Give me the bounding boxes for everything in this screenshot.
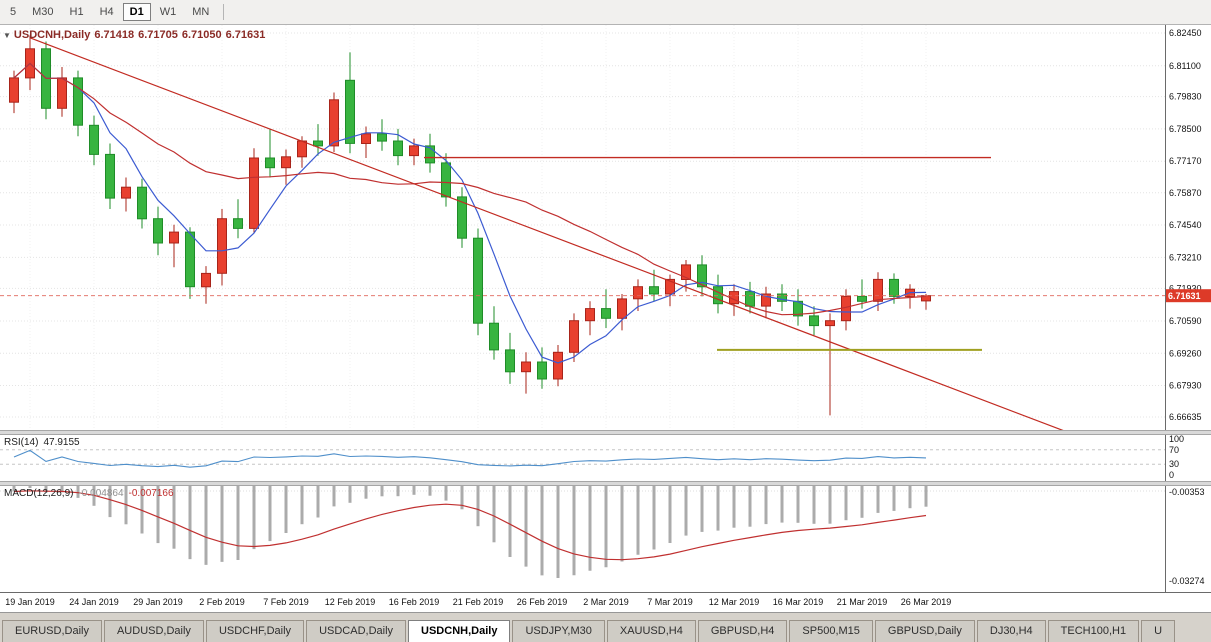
macd-panel: -0.00353 -0.03274 MACD(12,26,9) -0.004864-… — [0, 486, 1211, 592]
svg-text:6.67930: 6.67930 — [1169, 381, 1202, 391]
macd-name: MACD(12,26,9) — [4, 488, 74, 499]
timeframe-button-h1[interactable]: H1 — [69, 6, 84, 18]
macd-indicator-canvas[interactable]: -0.00353 -0.03274 — [0, 486, 1211, 592]
svg-text:6.75870: 6.75870 — [1169, 188, 1202, 198]
time-axis-label: 21 Mar 2019 — [836, 597, 888, 607]
rsi-name: RSI(14) — [4, 437, 39, 448]
rsi-value: 47.9155 — [43, 437, 80, 448]
svg-text:6.82450: 6.82450 — [1169, 28, 1202, 38]
symbol-tab-bar: EURUSD,Daily AUDUSD,Daily USDCHF,Daily USDC… — [0, 612, 1211, 642]
symbol-tab-audusd-daily[interactable]: AUDUSD,Daily — [103, 620, 204, 642]
chart-symbol-label: USDCNH,Daily — [13, 29, 91, 41]
chart-shift-marker-icon: ▼ — [3, 31, 11, 40]
symbol-tab-usdcad-daily[interactable]: USDCAD,Daily — [306, 620, 407, 642]
symbol-tab-u[interactable]: U — [1141, 620, 1176, 642]
time-axis-label: 12 Mar 2019 — [708, 597, 760, 607]
svg-text:6.77170: 6.77170 — [1169, 156, 1202, 166]
symbol-tab-xauusd-h4[interactable]: XAUUSD,H4 — [606, 620, 696, 642]
svg-text:6.70590: 6.70590 — [1169, 316, 1202, 326]
ohlc-open: 6.71418 — [94, 29, 135, 41]
timeframe-button-d1[interactable]: D1 — [122, 3, 151, 21]
main-chart-panel: 6.82450 6.81100 6.79830 6.78500 6.77170 6.758… — [0, 25, 1211, 430]
time-axis-label: 7 Mar 2019 — [647, 597, 693, 607]
time-axis-label: 16 Feb 2019 — [388, 597, 440, 607]
time-axis-label: 21 Feb 2019 — [452, 597, 504, 607]
symbol-tab-gbpusd-h4[interactable]: GBPUSD,H4 — [697, 620, 788, 642]
time-axis-label: 2 Mar 2019 — [583, 597, 629, 607]
toolbar-separator — [223, 4, 225, 20]
macd-signal-value: -0.007166 — [128, 488, 174, 499]
time-axis-label: 26 Mar 2019 — [900, 597, 952, 607]
svg-text:6.69260: 6.69260 — [1169, 348, 1202, 358]
time-axis-label: 12 Feb 2019 — [324, 597, 376, 607]
panel-splitter[interactable] — [0, 430, 1211, 435]
ohlc-high: 6.71705 — [138, 29, 178, 41]
symbol-tab-usdjpy-m30[interactable]: USDJPY,M30 — [512, 620, 605, 642]
rsi-label: RSI(14) 47.9155 — [4, 437, 85, 448]
symbol-tab-dj30-h4[interactable]: DJ30,H4 — [976, 620, 1046, 642]
macd-main-value: -0.004864 — [78, 488, 124, 499]
timeframe-button-mn[interactable]: MN — [192, 6, 210, 18]
timeframe-toolbar: 5 M30 H1 H4 D1 W1 MN — [0, 0, 1211, 25]
svg-text:6.66635: 6.66635 — [1169, 412, 1202, 422]
time-axis-label: 24 Jan 2019 — [69, 597, 119, 607]
svg-text:0: 0 — [1169, 470, 1174, 480]
svg-text:6.73210: 6.73210 — [1169, 252, 1202, 262]
symbol-tab-eurusd-daily[interactable]: EURUSD,Daily — [2, 620, 102, 642]
macd-label: MACD(12,26,9) -0.004864 -0.007166 — [4, 488, 179, 499]
panel-splitter[interactable] — [0, 481, 1211, 486]
time-axis-label: 7 Feb 2019 — [263, 597, 309, 607]
time-axis-label: 16 Mar 2019 — [772, 597, 824, 607]
rsi-panel: 100 70 30 0 RSI(14) 47.9155 — [0, 435, 1211, 481]
svg-text:6.81100: 6.81100 — [1169, 61, 1201, 71]
svg-text:30: 30 — [1169, 459, 1179, 469]
svg-text:6.71930: 6.71930 — [1169, 283, 1202, 293]
svg-text:100: 100 — [1169, 435, 1184, 444]
svg-text:-0.00353: -0.00353 — [1169, 487, 1205, 497]
time-axis-label: 2 Feb 2019 — [199, 597, 245, 607]
timeframe-button-m30[interactable]: M30 — [32, 6, 54, 18]
timeframe-button-5[interactable]: 5 — [10, 6, 17, 18]
ohlc-low: 6.71050 — [181, 29, 222, 41]
timeframe-button-h4[interactable]: H4 — [99, 6, 114, 18]
symbol-tab-tech100-h1[interactable]: TECH100,H1 — [1047, 620, 1140, 642]
chart-title: ▼ USDCNH,Daily 6.71418 6.71705 6.71050 6.7163… — [3, 29, 269, 41]
timeframe-button-w1[interactable]: W1 — [159, 6, 177, 18]
time-axis-label: 29 Jan 2019 — [133, 597, 183, 607]
svg-text:6.78500: 6.78500 — [1169, 124, 1202, 134]
price-chart-canvas[interactable]: 6.82450 6.81100 6.79830 6.78500 6.77170 6.758… — [0, 25, 1211, 430]
svg-text:6.79830: 6.79830 — [1169, 92, 1202, 102]
symbol-tab-usdchf-daily[interactable]: USDCHF,Daily — [205, 620, 305, 642]
svg-text:70: 70 — [1169, 445, 1179, 455]
time-axis-label: 19 Jan 2019 — [5, 597, 55, 607]
symbol-tab-sp500-m15[interactable]: SP500,M15 — [789, 620, 873, 642]
symbol-tab-usdcnh-daily[interactable]: USDCNH,Daily — [408, 620, 511, 642]
symbol-tab-gbpusd-daily[interactable]: GBPUSD,Daily — [874, 620, 975, 642]
time-axis[interactable]: 19 Jan 2019 24 Jan 2019 29 Jan 2019 2 Feb 2… — [0, 592, 1211, 612]
svg-text:6.74540: 6.74540 — [1169, 220, 1202, 230]
time-axis-label: 26 Feb 2019 — [516, 597, 568, 607]
svg-text:-0.03274: -0.03274 — [1169, 576, 1205, 586]
svg-text:6.71631: 6.71631 — [1168, 291, 1201, 301]
ohlc-close: 6.71631 — [225, 29, 266, 41]
